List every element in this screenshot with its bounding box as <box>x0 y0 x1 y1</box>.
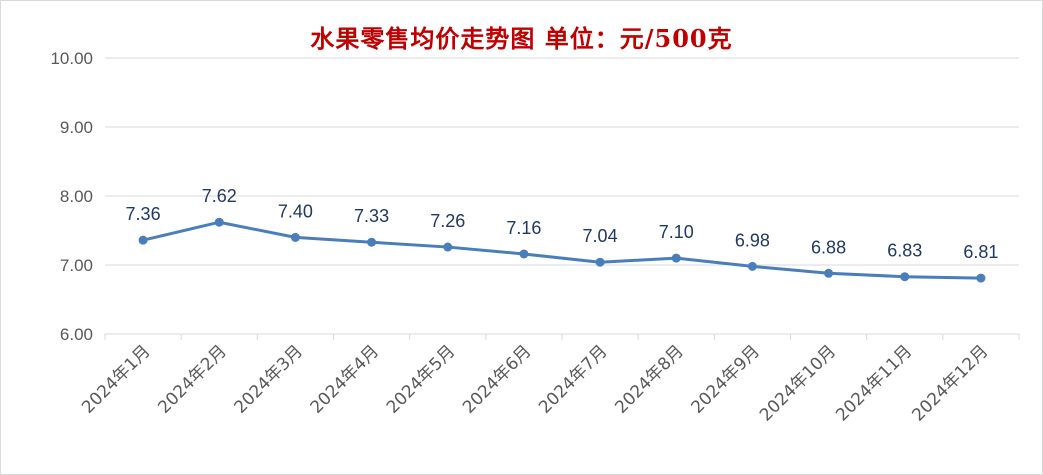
y-tick-label: 8.00 <box>60 187 93 206</box>
data-point <box>976 273 986 283</box>
x-tick-label: 2024年11月 <box>832 341 916 425</box>
data-point <box>519 249 529 259</box>
data-label: 7.33 <box>354 206 389 226</box>
data-label: 6.81 <box>963 242 998 262</box>
y-tick-label: 9.00 <box>60 118 93 137</box>
x-tick-label: 2024年6月 <box>459 341 535 417</box>
data-label: 6.98 <box>735 230 770 250</box>
chart-title: 水果零售均价走势图 单位：元/500克 <box>310 24 733 53</box>
y-tick-label: 6.00 <box>60 325 93 344</box>
data-point <box>824 268 834 278</box>
data-point <box>138 235 148 245</box>
data-point <box>595 257 605 267</box>
data-label: 7.16 <box>506 218 541 238</box>
data-label: 7.10 <box>659 222 694 242</box>
x-tick-label: 2024年1月 <box>78 341 154 417</box>
data-point <box>747 261 757 271</box>
series-line <box>142 220 981 280</box>
data-point <box>290 232 300 242</box>
x-tick-label: 2024年8月 <box>611 341 687 417</box>
data-point <box>214 217 224 227</box>
y-tick-label: 7.00 <box>60 256 93 275</box>
data-label: 7.36 <box>126 204 161 224</box>
x-tick-label: 2024年10月 <box>756 341 840 425</box>
data-point <box>671 253 681 263</box>
data-label: 6.83 <box>887 241 922 261</box>
data-label: 6.88 <box>811 237 846 257</box>
x-tick-label: 2024年3月 <box>231 341 307 417</box>
x-tick-label: 2024年2月 <box>154 341 230 417</box>
data-label: 7.40 <box>278 201 313 221</box>
x-tick-label: 2024年7月 <box>535 341 611 417</box>
data-point <box>367 237 377 247</box>
y-tick-label: 10.00 <box>50 49 93 68</box>
x-tick-label: 2024年4月 <box>307 341 383 417</box>
data-label: 7.26 <box>430 211 465 231</box>
x-tick-label: 2024年5月 <box>383 341 459 417</box>
x-tick-label: 2024年9月 <box>688 341 764 417</box>
data-point <box>443 242 453 252</box>
data-label: 7.62 <box>202 186 237 206</box>
x-tick-label: 2024年12月 <box>908 341 992 425</box>
data-point <box>900 272 910 282</box>
data-label: 7.04 <box>583 226 618 246</box>
